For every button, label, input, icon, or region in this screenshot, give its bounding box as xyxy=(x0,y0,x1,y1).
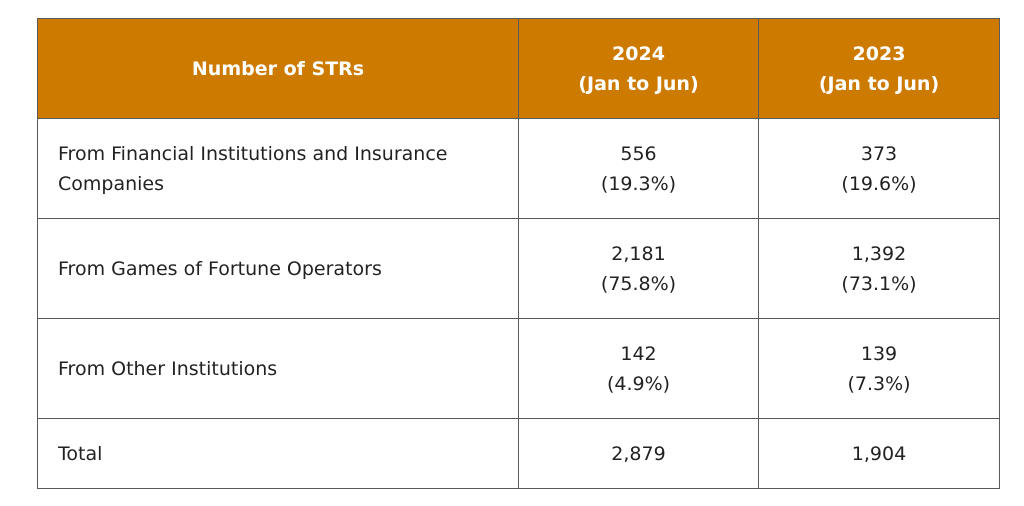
percent-2023: (19.6%) xyxy=(841,172,917,195)
value-2024: 556 xyxy=(620,142,657,165)
cell-2023: 373 (19.6%) xyxy=(758,118,1000,219)
header-2023-period: (Jan to Jun) xyxy=(818,72,940,95)
header-2024-year: 2024 xyxy=(612,42,665,65)
cell-2024: 2,181 (75.8%) xyxy=(518,218,759,319)
header-2024: 2024 (Jan to Jun) xyxy=(518,18,759,119)
table-row: From Other Institutions 142 (4.9%) 139 (… xyxy=(37,318,1000,419)
header-number-of-strs: Number of STRs xyxy=(37,18,519,119)
table-row: From Financial Institutions and Insuranc… xyxy=(37,118,1000,219)
percent-2024: (19.3%) xyxy=(600,172,677,195)
cell-2024: 556 (19.3%) xyxy=(518,118,759,219)
row-label: From Financial Institutions and Insuranc… xyxy=(37,118,519,219)
total-2024: 2,879 xyxy=(518,418,759,489)
cell-2024: 142 (4.9%) xyxy=(518,318,759,419)
total-label: Total xyxy=(37,418,519,489)
header-label: Number of STRs xyxy=(191,57,365,80)
percent-2024: (4.9%) xyxy=(606,372,671,395)
header-row: Number of STRs 2024 (Jan to Jun) 2023 (J… xyxy=(37,18,1000,119)
total-2023: 1,904 xyxy=(758,418,1000,489)
percent-2023: (7.3%) xyxy=(847,372,911,395)
str-table: Number of STRs 2024 (Jan to Jun) 2023 (J… xyxy=(37,18,1000,489)
value-2023: 373 xyxy=(860,142,898,165)
percent-2024: (75.8%) xyxy=(600,272,677,295)
header-2023-year: 2023 xyxy=(852,42,906,65)
header-2023: 2023 (Jan to Jun) xyxy=(758,18,1000,119)
value-2023: 139 xyxy=(860,342,898,365)
value-2024: 142 xyxy=(620,342,657,365)
value-2023: 1,392 xyxy=(851,242,907,265)
cell-2023: 139 (7.3%) xyxy=(758,318,1000,419)
percent-2023: (73.1%) xyxy=(841,272,917,295)
row-label: From Games of Fortune Operators xyxy=(37,218,519,319)
row-label: From Other Institutions xyxy=(37,318,519,419)
total-row: Total 2,879 1,904 xyxy=(37,418,1000,489)
table-row: From Games of Fortune Operators 2,181 (7… xyxy=(37,218,1000,319)
value-2024: 2,181 xyxy=(611,242,666,265)
cell-2023: 1,392 (73.1%) xyxy=(758,218,1000,319)
header-2024-period: (Jan to Jun) xyxy=(578,72,699,95)
